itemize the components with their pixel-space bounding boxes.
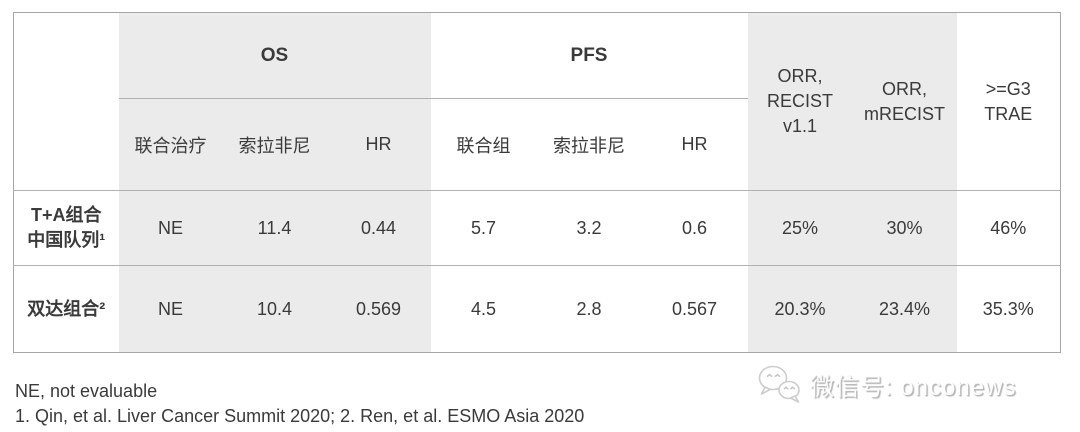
g3-trae-header: >=G3 TRAE <box>956 12 1061 191</box>
cell-orr-mrecist: 23.4% <box>852 265 957 353</box>
wechat-icon <box>757 364 803 404</box>
orr-mrecist-header: ORR, mRECIST <box>852 12 957 191</box>
footnote-ne: NE, not evaluable <box>15 381 158 401</box>
cell-os-combo: NE <box>118 190 223 266</box>
cell-pfs-sorafenib: 3.2 <box>536 190 642 266</box>
cell-pfs-hr: 0.567 <box>671 298 718 319</box>
cell-orr-recist: 25% <box>747 190 853 266</box>
table-row-shuangda-combo: 双达组合² NE 10.4 0.569 4.5 2.8 0.567 20.3% … <box>13 265 1061 353</box>
cell-pfs-combo: 5.7 <box>430 190 537 266</box>
cell-pfs-combo: 4.5 <box>471 298 497 319</box>
subheader-pfs-combo: 联合组 <box>430 98 537 191</box>
cell-os-hr: 0.44 <box>326 190 431 266</box>
cell-os-sorafenib: 10.4 <box>222 265 327 353</box>
orr-recist-header: ORR, RECIST v1.1 <box>747 12 853 191</box>
subheader-pfs-sorafenib: 索拉非尼 <box>536 98 642 191</box>
cell-os-combo: NE <box>118 265 223 353</box>
subheader-os-hr: HR <box>326 98 431 191</box>
pfs-group-header: PFS <box>430 12 748 99</box>
os-group-header: OS <box>118 12 431 99</box>
footnotes: NE, not evaluable 1. Qin, et al. Liver C… <box>15 379 584 429</box>
cell-orr-recist: 20.3% <box>747 265 853 353</box>
cell-g3-trae: 35.3% <box>982 298 1034 319</box>
wechat-watermark: 微信号: onconews <box>757 364 1016 404</box>
cell-os-hr: 0.569 <box>326 265 431 353</box>
cell-pfs-hr: 0.6 <box>641 190 748 266</box>
cell-orr-mrecist: 30% <box>852 190 957 266</box>
results-table: OS PFS ORR, RECIST v1.1 ORR, mRECIST >=G… <box>13 12 1062 353</box>
footnote-references: 1. Qin, et al. Liver Cancer Summit 2020;… <box>15 406 585 426</box>
subheader-os-sorafenib: 索拉非尼 <box>222 98 327 191</box>
comparison-table-container: OS PFS ORR, RECIST v1.1 ORR, mRECIST >=G… <box>13 12 1062 353</box>
table-row-ta-combo: T+A组合 中国队列¹ NE 11.4 0.44 5.7 3.2 0.6 25%… <box>13 190 1061 266</box>
watermark-text: 微信号: onconews <box>810 373 1017 401</box>
cell-pfs-sorafenib: 2.8 <box>576 298 602 319</box>
subheader-os-combo: 联合治疗 <box>118 98 223 191</box>
subheader-pfs-hr: HR <box>641 98 748 191</box>
row-label: 双达组合² <box>13 265 119 353</box>
corner-cell <box>13 12 119 191</box>
cell-g3-trae: 46% <box>956 190 1061 266</box>
cell-os-sorafenib: 11.4 <box>222 190 327 266</box>
row-label: T+A组合 中国队列¹ <box>13 190 119 266</box>
